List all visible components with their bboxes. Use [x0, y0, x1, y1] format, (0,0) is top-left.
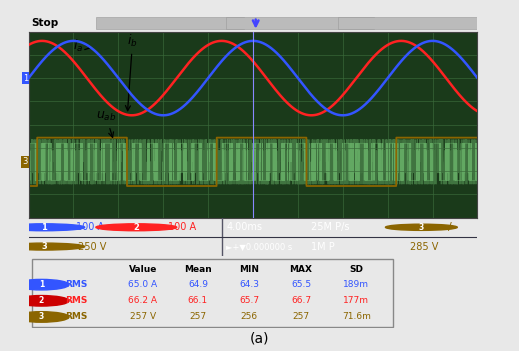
- Text: 3: 3: [23, 157, 28, 166]
- Text: 250 V: 250 V: [78, 241, 106, 252]
- Text: RMS: RMS: [65, 280, 88, 289]
- Text: 177m: 177m: [343, 296, 369, 305]
- Text: 3: 3: [39, 312, 44, 322]
- Text: 4.00ms: 4.00ms: [226, 222, 262, 232]
- Text: ►+▼0.000000 s: ►+▼0.000000 s: [226, 242, 292, 251]
- Text: 25M P/s: 25M P/s: [311, 222, 350, 232]
- Text: 66.7: 66.7: [291, 296, 311, 305]
- Text: 64.3: 64.3: [239, 280, 260, 289]
- Text: Mean: Mean: [184, 265, 212, 274]
- Text: RMS: RMS: [65, 296, 88, 305]
- Text: Value: Value: [129, 265, 157, 274]
- Text: /: /: [448, 222, 452, 232]
- Circle shape: [14, 296, 69, 306]
- Text: 100 A: 100 A: [76, 222, 104, 232]
- Text: 1: 1: [23, 74, 28, 82]
- Bar: [96, 16, 244, 29]
- Text: 257 V: 257 V: [130, 312, 156, 322]
- Text: 71.6m: 71.6m: [342, 312, 371, 322]
- Text: (a): (a): [250, 331, 269, 345]
- Circle shape: [386, 224, 457, 230]
- Text: 1: 1: [42, 223, 47, 232]
- Text: 65.5: 65.5: [291, 280, 311, 289]
- Text: 1M P: 1M P: [311, 241, 335, 252]
- Text: 2: 2: [39, 296, 44, 305]
- Text: MAX: MAX: [290, 265, 312, 274]
- Text: $u_{ab}$: $u_{ab}$: [96, 110, 116, 137]
- Circle shape: [4, 224, 85, 231]
- Text: SD: SD: [349, 265, 363, 274]
- Text: RMS: RMS: [65, 312, 88, 322]
- Circle shape: [96, 224, 176, 231]
- Text: 2: 2: [133, 223, 139, 232]
- Text: $i_b$: $i_b$: [126, 33, 138, 111]
- Text: 3: 3: [42, 242, 47, 251]
- Text: 257: 257: [189, 312, 207, 322]
- Text: 285 V: 285 V: [410, 241, 439, 252]
- Text: 65.7: 65.7: [239, 296, 260, 305]
- Text: Stop: Stop: [31, 18, 58, 28]
- Text: 3: 3: [419, 223, 424, 232]
- Text: 189m: 189m: [343, 280, 369, 289]
- Text: 257: 257: [292, 312, 309, 322]
- Circle shape: [4, 243, 85, 250]
- Circle shape: [14, 312, 69, 322]
- Text: 66.2 A: 66.2 A: [128, 296, 157, 305]
- Text: 256: 256: [241, 312, 258, 322]
- Text: 65.0 A: 65.0 A: [128, 280, 157, 289]
- Bar: [338, 16, 486, 29]
- Text: 66.1: 66.1: [188, 296, 208, 305]
- Circle shape: [14, 279, 69, 290]
- Bar: [226, 16, 374, 29]
- Text: 100 A: 100 A: [168, 222, 196, 232]
- Text: 1: 1: [39, 280, 44, 289]
- Text: 64.9: 64.9: [188, 280, 208, 289]
- Text: $i_a$: $i_a$: [74, 38, 90, 54]
- Text: MIN: MIN: [239, 265, 260, 274]
